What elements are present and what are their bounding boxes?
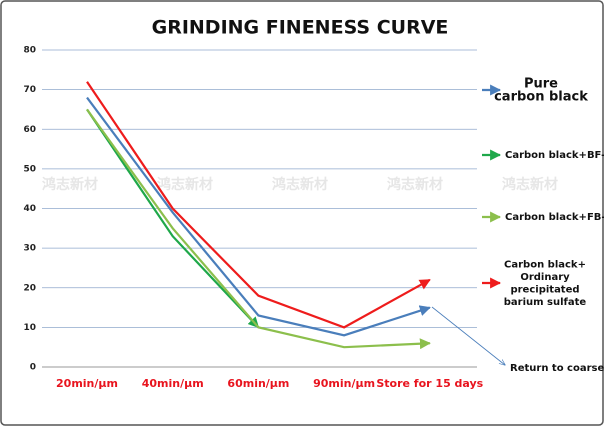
y-tick-label: 40	[23, 204, 36, 214]
y-tick-label: 30	[23, 244, 36, 254]
series-line	[86, 81, 431, 329]
y-tick-label: 70	[23, 85, 36, 95]
y-tick-label: 50	[23, 164, 36, 174]
series-line	[86, 96, 431, 337]
y-tick-label: 20	[23, 283, 36, 293]
legend-label: Carbon black+FB-30	[505, 212, 604, 223]
legend-label: Carbon black+ Ordinary precipitated barium …	[504, 259, 587, 308]
y-tick-label: 80	[23, 46, 36, 56]
y-tick-label: 0	[30, 363, 36, 373]
annotation: Return to coarse	[510, 363, 604, 374]
chart-title: GRINDING FINENESS CURVE	[152, 17, 449, 39]
series-line	[86, 108, 260, 329]
x-tick-label: 60min/μm	[227, 377, 289, 390]
series-line	[86, 108, 431, 350]
watermark: 鸿志新材	[502, 176, 558, 193]
annotation-arrow	[431, 306, 505, 365]
watermark: 鸿志新材	[157, 176, 213, 193]
x-tick-label: 20min/μm	[56, 377, 118, 390]
x-tick-label: Store for 15 days	[376, 377, 483, 390]
legend-label: Pure carbon black	[494, 76, 588, 104]
y-tick-label: 60	[23, 125, 36, 135]
y-tick-label: 10	[23, 323, 36, 333]
x-tick-label: 40min/μm	[142, 377, 204, 390]
watermark: 鸿志新材	[387, 176, 443, 193]
x-tick-label: 90min/μm	[313, 377, 375, 390]
watermark: 鸿志新材	[272, 176, 328, 193]
legend-label: Carbon black+BF-20	[505, 150, 604, 161]
watermark: 鸿志新材	[42, 176, 98, 193]
